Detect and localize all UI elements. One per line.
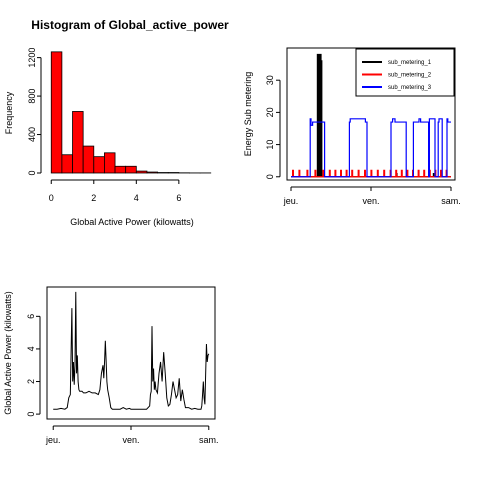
sub-metering-y-tick-label: 10 — [265, 140, 275, 150]
histogram-y-label: Frequency — [4, 91, 14, 134]
series-line-sub_metering_2 — [291, 169, 451, 178]
legend-label-sub_metering_2: sub_metering_2 — [388, 73, 432, 79]
active-power-line — [53, 291, 210, 410]
legend-box — [355, 48, 455, 97]
histogram-panel: Histogram of Global_active_power 0 2 4 6 0 4… — [4, 18, 229, 227]
histogram-bar — [72, 111, 84, 174]
active-power-lines — [53, 291, 210, 410]
histogram-y-axis: 0 400 800 1200 — [27, 48, 42, 176]
active-power-x-axis: jeu. ven. sam. — [45, 425, 219, 445]
histogram-bar — [135, 170, 148, 174]
sub-metering-panel: jeu. ven. sam. 0 10 20 30 Energy Sub metering… — [243, 47, 461, 206]
histogram-x-label: Global Active Power (kilowatts) — [70, 217, 194, 227]
active-power-x-tick-label: ven. — [122, 435, 139, 445]
sub-metering-x-tick-label: ven. — [362, 196, 379, 206]
legend-label-sub_metering_3: sub_metering_3 — [388, 85, 432, 91]
active-power-y-tick-label: 0 — [26, 412, 36, 417]
histogram-bar — [61, 154, 73, 174]
sub-metering-legend: sub_metering_1 sub_metering_2 sub_metering… — [355, 48, 455, 97]
histogram-x-axis: 0 2 4 6 — [49, 179, 181, 203]
histogram-x-tick-label: 4 — [134, 193, 139, 203]
sub-metering-lines — [291, 53, 451, 178]
active-power-y-axis: 0 2 4 6 — [26, 314, 41, 417]
histogram-bar — [93, 156, 105, 174]
histogram-y-tick-label: 800 — [27, 89, 37, 104]
active-power-x-tick-label: jeu. — [45, 435, 61, 445]
sub-metering-y-axis: 0 10 20 30 — [265, 75, 281, 179]
sub-metering-x-tick-label: sam. — [441, 196, 461, 206]
histogram-x-tick-label: 6 — [176, 193, 181, 203]
legend-entries: sub_metering_1 sub_metering_2 sub_metering… — [362, 60, 432, 91]
histogram-bar — [114, 165, 127, 174]
histogram-x-tick-label: 2 — [91, 193, 96, 203]
histogram-title: Histogram of Global_active_power — [31, 18, 229, 32]
sub-metering-x-axis: jeu. ven. sam. — [283, 186, 461, 206]
histogram-bars — [50, 51, 212, 174]
histogram-y-tick-label: 400 — [27, 127, 37, 142]
sub-metering-y-tick-label: 30 — [265, 75, 275, 85]
histogram-bar — [104, 152, 116, 174]
histogram-x-tick-label: 0 — [49, 193, 54, 203]
sub-metering-y-label: Energy Sub metering — [243, 72, 253, 157]
series-line-sub_metering_3 — [291, 118, 451, 178]
active-power-y-tick-label: 6 — [26, 314, 36, 319]
active-power-y-label: Global Active Power (kilowatts) — [3, 291, 13, 415]
active-power-y-tick-label: 4 — [26, 346, 36, 351]
histogram-bar — [125, 165, 137, 174]
legend-label-sub_metering_1: sub_metering_1 — [388, 60, 432, 66]
sub-metering-x-tick-label: jeu. — [283, 196, 299, 206]
histogram-y-tick-label: 1200 — [27, 48, 37, 68]
sub-metering-y-tick-label: 20 — [265, 107, 275, 117]
sub-metering-y-tick-label: 0 — [265, 174, 275, 179]
histogram-bar — [146, 171, 158, 174]
active-power-x-tick-label: sam. — [199, 435, 219, 445]
active-power-plot-box — [46, 286, 216, 420]
histogram-bar — [50, 51, 63, 174]
active-power-y-tick-label: 2 — [26, 379, 36, 384]
sub-metering-plot-box — [286, 47, 456, 181]
active-power-panel: jeu. ven. sam. 0 2 4 6 Global Active Power (k… — [3, 286, 219, 445]
histogram-y-tick-label: 0 — [27, 170, 37, 175]
histogram-bar — [82, 145, 95, 174]
